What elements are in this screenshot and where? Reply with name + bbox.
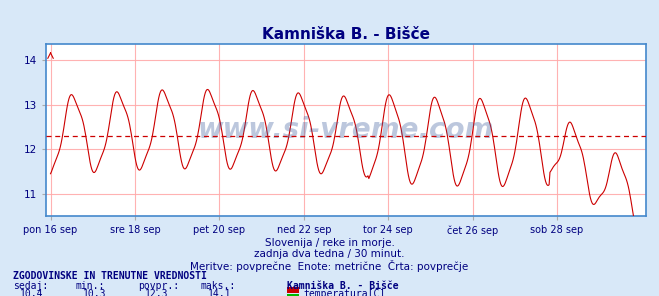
Text: Slovenija / reke in morje.: Slovenija / reke in morje. [264,238,395,248]
Text: sedaj:: sedaj: [13,281,48,291]
Text: povpr.:: povpr.: [138,281,179,291]
Text: 12,3: 12,3 [145,289,169,296]
Text: Meritve: povprečne  Enote: metrične  Črta: povprečje: Meritve: povprečne Enote: metrične Črta:… [190,260,469,273]
Text: 10,4: 10,4 [20,289,43,296]
Text: min.:: min.: [76,281,105,291]
Text: 14,1: 14,1 [208,289,231,296]
Text: Kamniška B. - Bišče: Kamniška B. - Bišče [287,281,398,291]
Text: ZGODOVINSKE IN TRENUTNE VREDNOSTI: ZGODOVINSKE IN TRENUTNE VREDNOSTI [13,271,207,281]
Text: temperatura[C]: temperatura[C] [303,289,386,296]
Text: www.si-vreme.com: www.si-vreme.com [198,116,494,144]
Text: 10,3: 10,3 [82,289,106,296]
Text: zadnja dva tedna / 30 minut.: zadnja dva tedna / 30 minut. [254,249,405,259]
Text: maks.:: maks.: [201,281,236,291]
Title: Kamniška B. - Bišče: Kamniška B. - Bišče [262,27,430,42]
